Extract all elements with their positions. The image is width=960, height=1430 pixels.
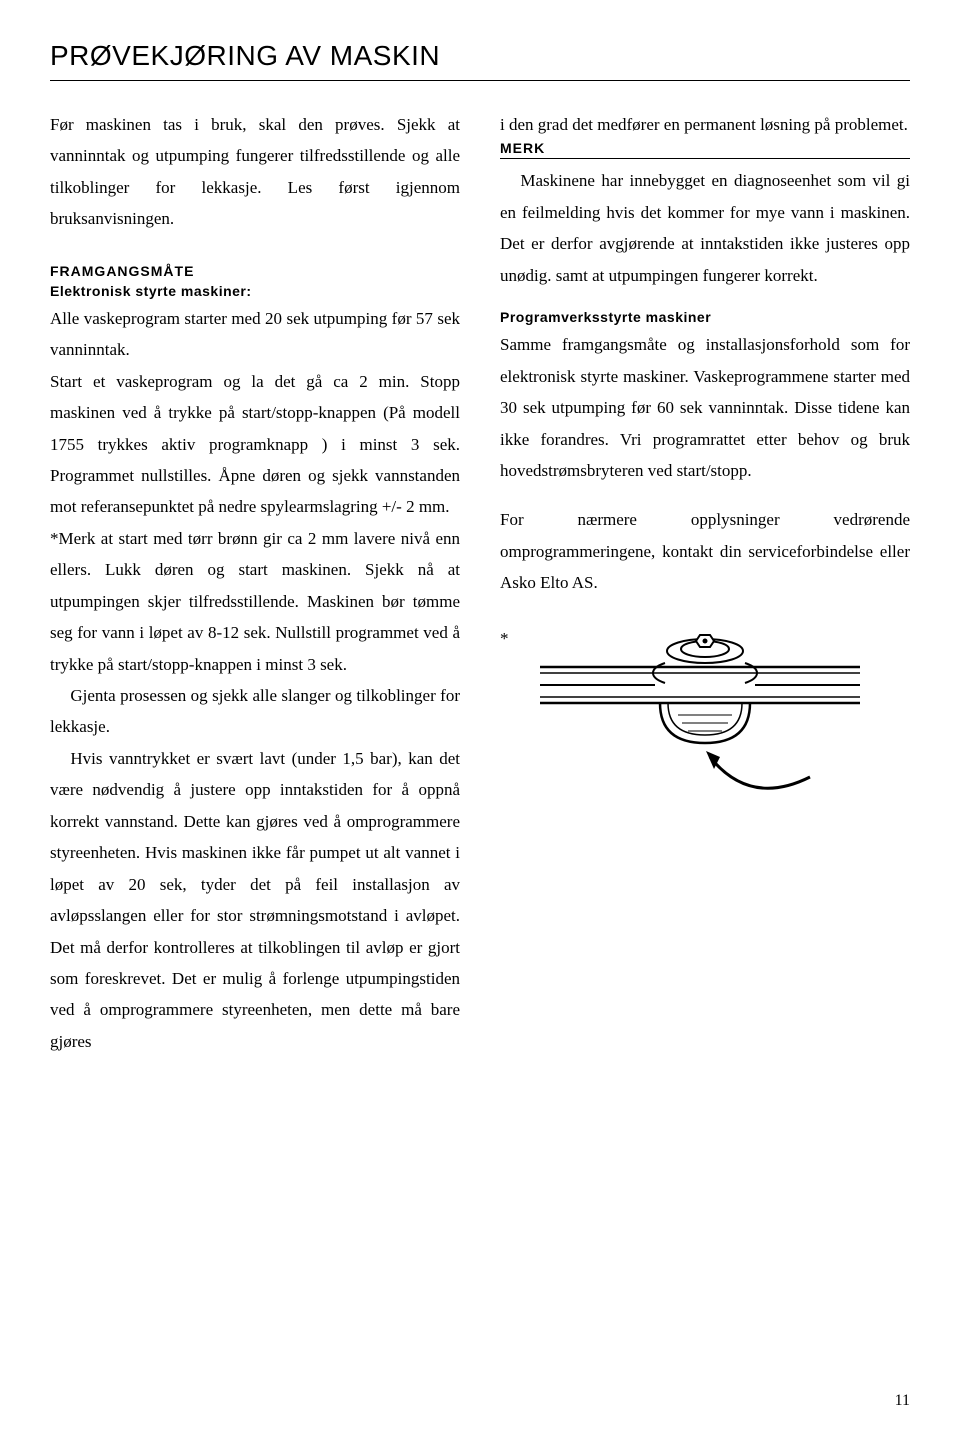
body-text-contact: For nærmere opplysninger vedrørende ompr… xyxy=(500,504,910,598)
title-rule xyxy=(50,80,910,81)
paragraph: *Merk at start med tørr brønn gir ca 2 m… xyxy=(50,523,460,680)
paragraph: Start et vaskeprogram og la det gå ca 2 … xyxy=(50,366,460,523)
right-column: i den grad det medfører en permanent løs… xyxy=(500,109,910,1057)
sub-heading-programverk: Programverksstyrte maskiner xyxy=(500,309,910,325)
figure-asterisk: * xyxy=(500,629,509,649)
body-text-right-cont: i den grad det medfører en permanent løs… xyxy=(500,109,910,140)
figure-spray-arm: * xyxy=(500,619,910,804)
paragraph: i den grad det medfører en permanent løs… xyxy=(500,109,910,140)
paragraph: Gjenta prosessen og sjekk alle slanger o… xyxy=(50,680,460,743)
left-column: Før maskinen tas i bruk, skal den prøves… xyxy=(50,109,460,1057)
paragraph: Samme framgangsmåte og installasjonsforh… xyxy=(500,329,910,486)
paragraph: Maskinene har innebygget en diagnoseenhe… xyxy=(500,165,910,291)
paragraph: For nærmere opplysninger vedrørende ompr… xyxy=(500,504,910,598)
page-number: 11 xyxy=(895,1392,910,1410)
spray-arm-icon xyxy=(500,619,880,799)
paragraph: Alle vaskeprogram starter med 20 sek utp… xyxy=(50,303,460,366)
sub-heading-electronic: Elektronisk styrte maskiner: xyxy=(50,283,460,299)
body-text-programverk: Samme framgangsmåte og installasjonsforh… xyxy=(500,329,910,486)
paragraph: Hvis vanntrykket er svært lavt (under 1,… xyxy=(50,743,460,1057)
merk-rule xyxy=(500,158,910,159)
two-column-layout: Før maskinen tas i bruk, skal den prøves… xyxy=(50,109,910,1057)
merk-label: MERK xyxy=(500,140,910,156)
page-title: PRØVEKJØRING AV MASKIN xyxy=(50,40,910,72)
section-heading-procedure: FRAMGANGSMÅTE xyxy=(50,263,460,279)
body-text-left: Alle vaskeprogram starter med 20 sek utp… xyxy=(50,303,460,1058)
intro-paragraph: Før maskinen tas i bruk, skal den prøves… xyxy=(50,109,460,235)
merk-text: Maskinene har innebygget en diagnoseenhe… xyxy=(500,165,910,291)
